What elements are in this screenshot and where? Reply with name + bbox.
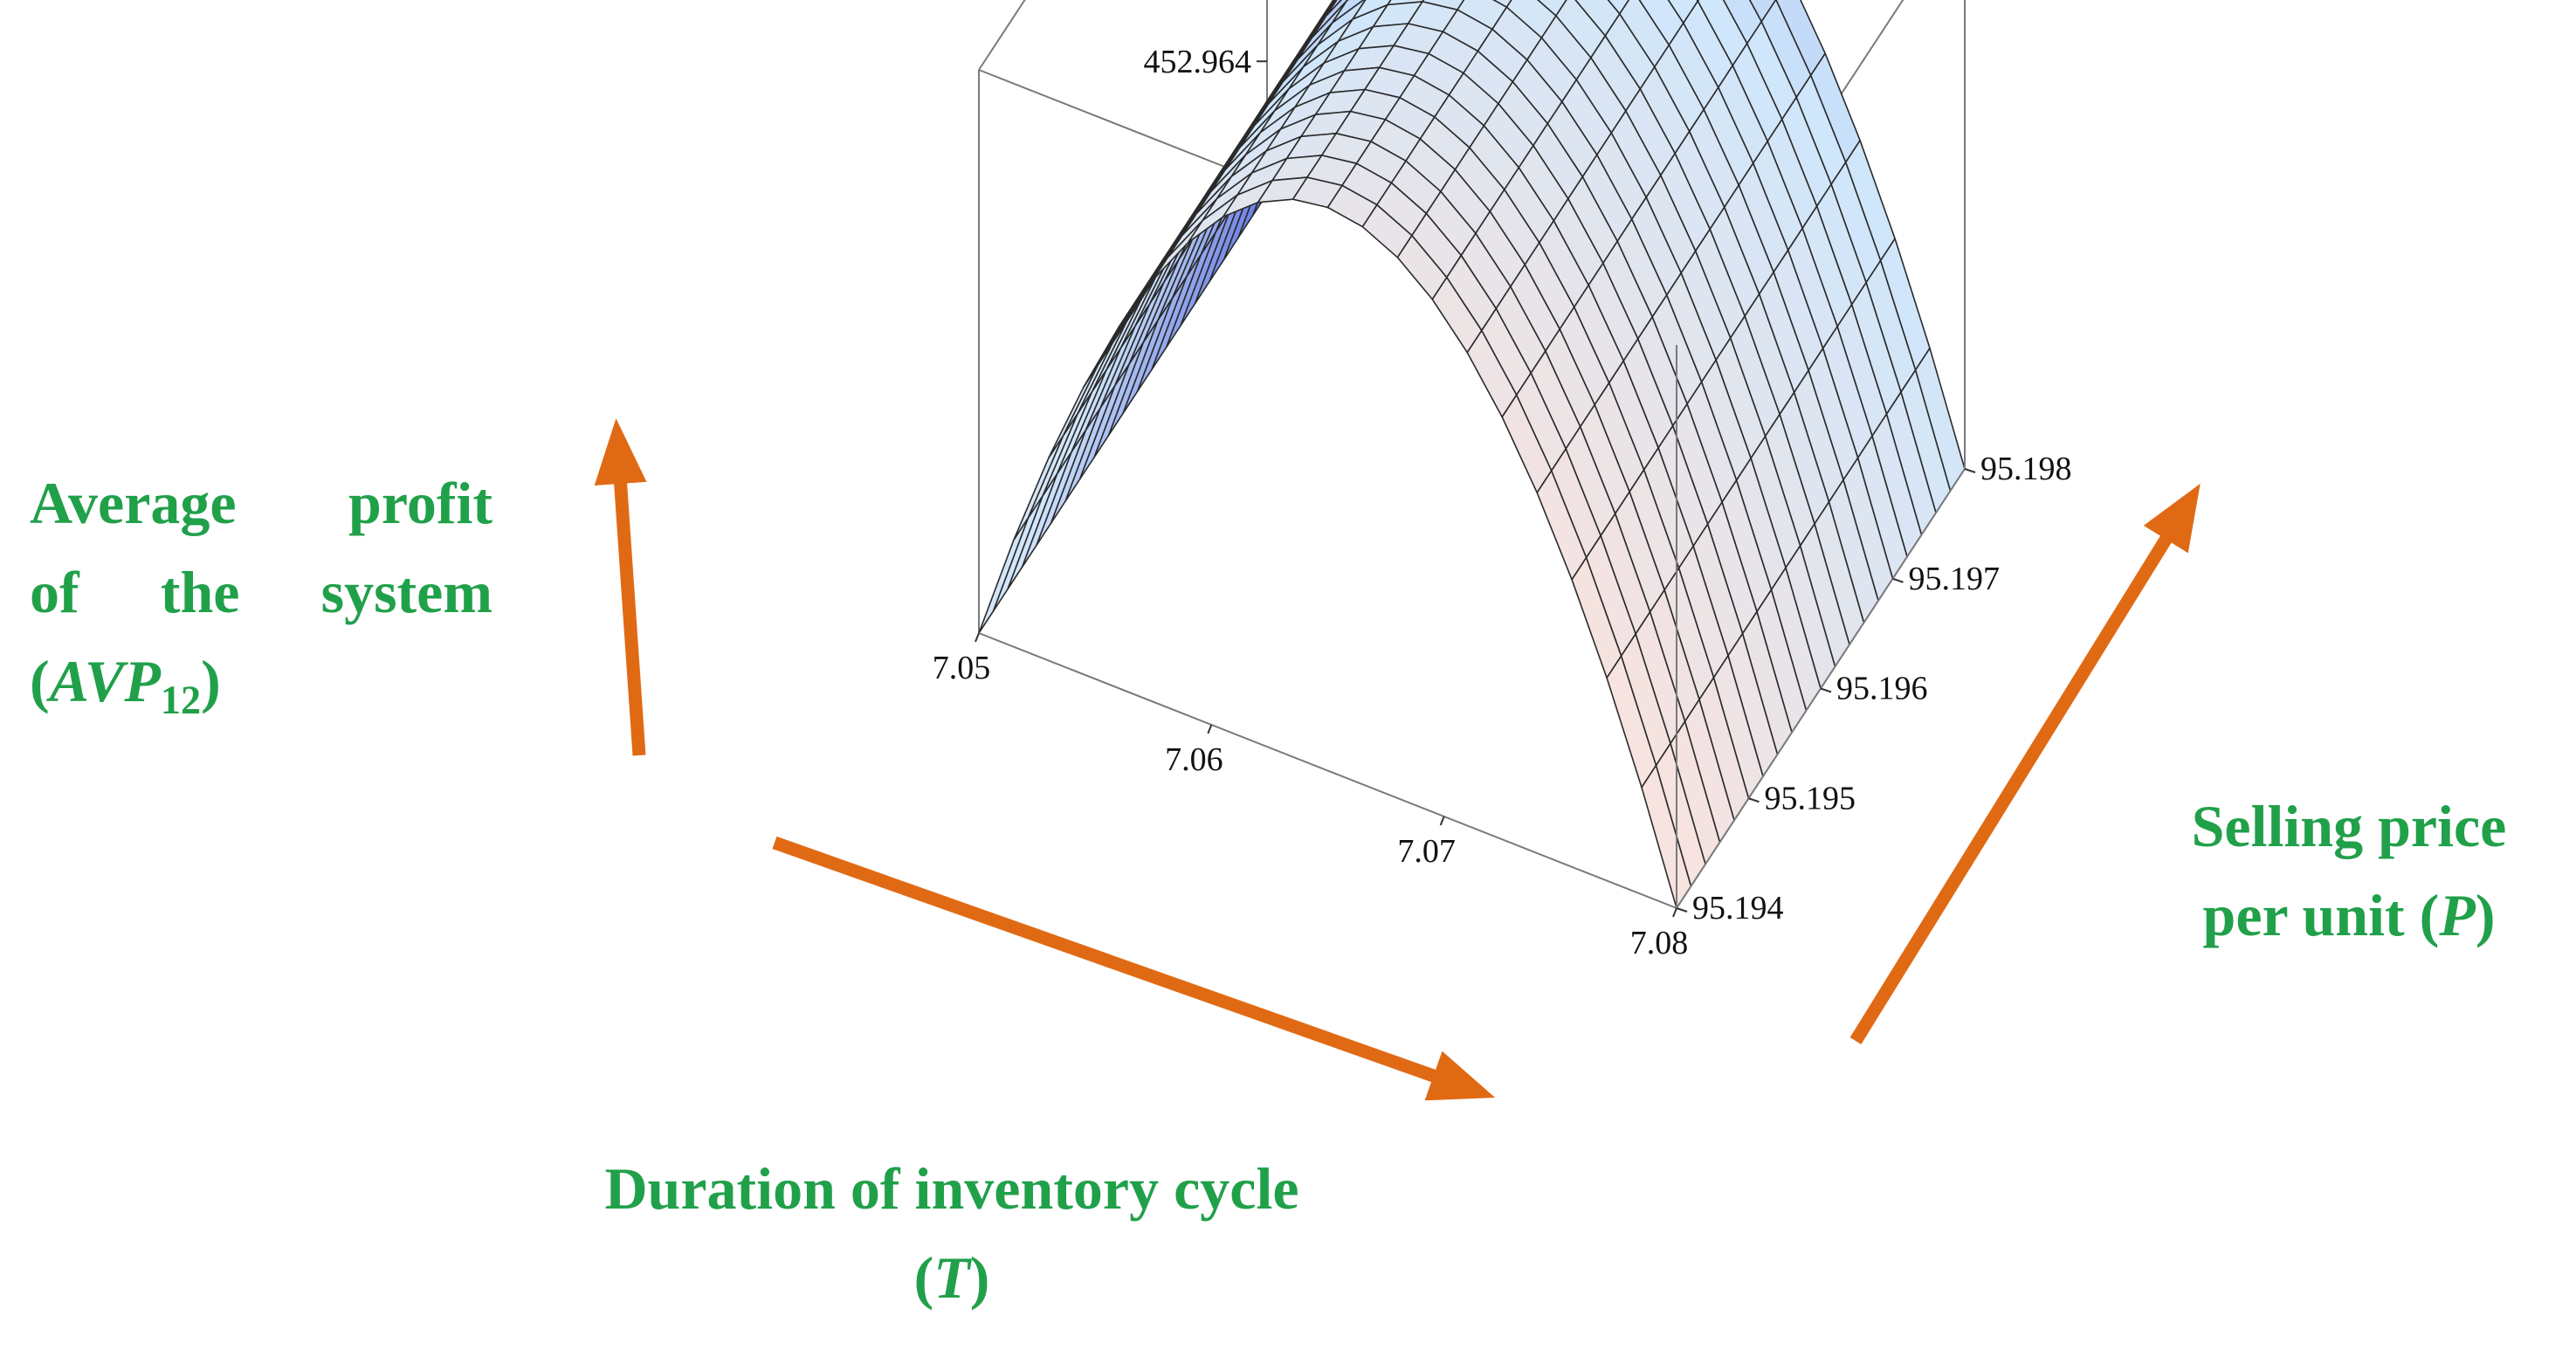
t-tick-label: 7.08 bbox=[1630, 925, 1689, 961]
z-axis-label-line2: of the system bbox=[30, 559, 492, 625]
p-tick bbox=[1964, 468, 1976, 473]
p-variable: P bbox=[2439, 882, 2476, 948]
p-tick bbox=[1820, 687, 1832, 693]
t-tick bbox=[1672, 907, 1677, 918]
p-axis-arrow bbox=[1849, 483, 2201, 1044]
p-tick-label: 95.196 bbox=[1836, 671, 1928, 707]
t-axis-label-line1: Duration of inventory cycle bbox=[604, 1155, 1299, 1222]
surface-mesh bbox=[978, 0, 1966, 909]
p-axis-label: Selling price per unit (P) bbox=[2131, 782, 2567, 960]
t-variable: T bbox=[933, 1244, 970, 1311]
z-paren-open: ( bbox=[30, 648, 50, 714]
p-axis-label-line2: per unit (P) bbox=[2131, 871, 2567, 960]
p-paren-close: ) bbox=[2475, 882, 2496, 948]
p-tick-label: 95.198 bbox=[1980, 451, 2072, 487]
z-variable-subscript: 12 bbox=[160, 678, 202, 723]
z-axis-label-line1: Average profit bbox=[30, 470, 492, 536]
p-tick-label: 95.194 bbox=[1692, 890, 1784, 926]
z-axis-label: Average profit of the system (AVP12) bbox=[30, 458, 492, 731]
surface-patch bbox=[978, 517, 1030, 634]
z-axis-arrow bbox=[594, 418, 647, 756]
t-tick bbox=[975, 632, 980, 643]
surface-patch bbox=[992, 495, 1043, 612]
p-tick bbox=[1748, 797, 1760, 803]
box-edge bbox=[978, 632, 1677, 909]
p-tick-label: 95.195 bbox=[1765, 780, 1856, 816]
t-tick bbox=[1207, 724, 1213, 734]
z-variable: AVP bbox=[49, 648, 161, 714]
z-paren-close: ) bbox=[201, 648, 221, 714]
surface-patch bbox=[1607, 0, 1630, 15]
surface-patch bbox=[1007, 472, 1058, 590]
direction-arrows bbox=[594, 418, 2201, 1101]
p-tick-label: 95.197 bbox=[1909, 561, 2001, 597]
t-axis-arrow bbox=[772, 836, 1496, 1101]
p-tick bbox=[1892, 577, 1904, 583]
t-tick-label: 7.06 bbox=[1165, 741, 1223, 778]
t-tick-label: 7.05 bbox=[933, 650, 991, 686]
t-paren-close: ) bbox=[969, 1244, 990, 1311]
t-paren-open: ( bbox=[913, 1244, 934, 1311]
p-label-text: per unit ( bbox=[2202, 882, 2440, 948]
t-tick bbox=[1439, 816, 1445, 826]
t-tick-label: 7.07 bbox=[1397, 833, 1456, 870]
t-axis-label-line2: (T) bbox=[489, 1233, 1415, 1322]
z-axis-label-line3: (AVP12) bbox=[30, 637, 492, 731]
p-axis-label-line1: Selling price bbox=[2191, 793, 2507, 859]
t-axis-label: Duration of inventory cycle (T) bbox=[489, 1144, 1415, 1322]
p-tick bbox=[1676, 907, 1688, 913]
z-tick-label: 452.964 bbox=[1144, 44, 1252, 80]
